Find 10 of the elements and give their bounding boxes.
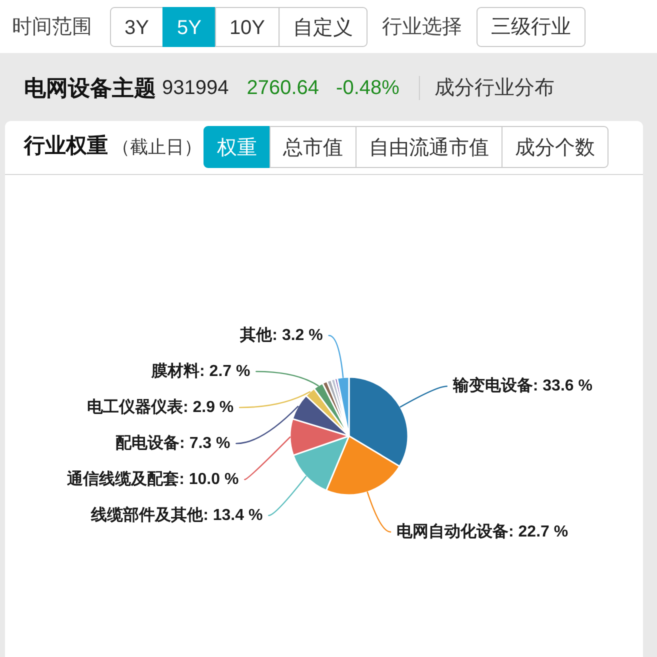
industry-label: 行业选择 [382,16,462,38]
title: 行业权重 [24,134,108,158]
index-code: 931994 [162,77,229,99]
index-change: -0.48% [336,77,400,99]
subtitle: （截止日） [112,137,202,157]
index-name: 电网设备主题 [24,76,156,100]
index-level: 2760.64 [246,77,320,99]
industry-select: 三级行业 [476,7,586,47]
range-label: 时间范围 [12,16,92,38]
distribution-link: 成分行业分布 [434,77,554,99]
